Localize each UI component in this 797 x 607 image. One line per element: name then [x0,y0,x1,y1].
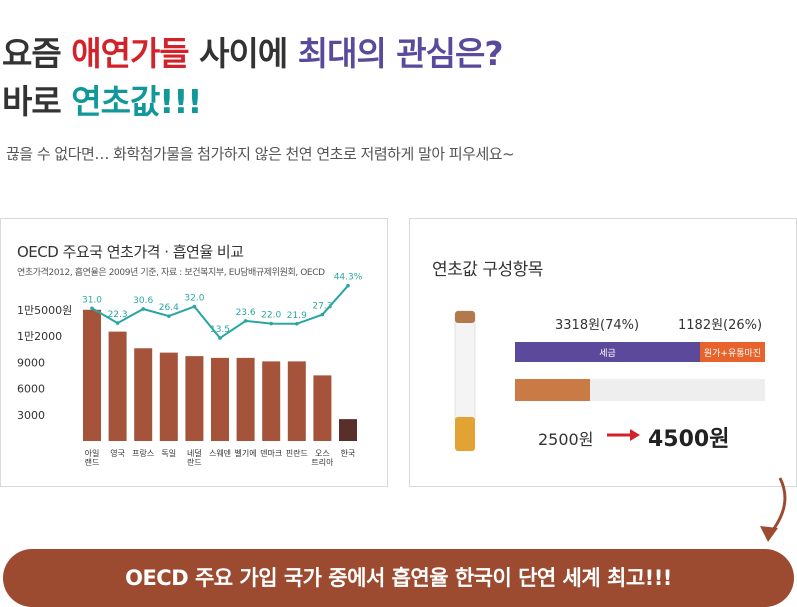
smoking-rate-label: 22.3 [108,310,128,320]
price-bar [262,361,281,441]
x-tick-label: 스웨덴 [209,448,231,458]
smoking-rate-label: 21.9 [287,311,307,321]
smoking-rate-label: 23.6 [236,308,256,318]
smoking-rate-point [218,336,222,340]
x-tick-label: 란드 [187,457,202,467]
cigarette-icon [454,310,476,424]
y-tick-label: 1만5000원 [17,304,72,317]
margin-bar [700,342,765,362]
x-tick-label: 트리아 [311,457,334,467]
smoking-rate-point [141,307,145,311]
smoking-rate-label: 32.0 [184,294,204,304]
margin-bar-label: 원가+유통마진 [704,348,761,359]
x-tick-label: 핀란드 [286,448,308,458]
cigarette-filter [455,417,475,451]
price-composition-panel: 연초값 구성항목 3318원(74%) 1182원(26%) 세금 원가+유통마진 25… [409,218,797,487]
price-bar [108,331,127,441]
smoking-rate-point [346,283,350,288]
x-tick-label: 프랑스 [132,448,154,458]
highlight-smokers: 애연가들 [71,34,189,73]
price-bar [313,375,332,441]
new-price: 4500원 [648,427,729,452]
tax-bar [515,342,700,362]
x-tick-label: 아일 [85,448,100,458]
highlight-tobacco-price: 연초값!!! [71,82,202,121]
x-tick-label: 영국 [110,448,125,458]
smoking-rate-point [243,319,248,323]
price-bar [185,356,204,441]
y-tick-label: 3000 [17,409,45,422]
headline-line-2: 바로 연초값!!! [2,82,202,121]
x-tick-label: 벨기에 [235,448,257,458]
highlight-interest: 최대의 관심은? [297,34,504,73]
banner-text: OECD 주요 가입 국가 중에서 흡연율 한국이 단연 세계 최고!!! [125,566,672,590]
cigarette-tip [455,311,475,323]
smoking-rate-point [115,321,120,325]
smoking-rate-point [192,304,197,309]
x-tick-label: 한국 [341,449,356,458]
bottom-banner: OECD 주요 가입 국가 중에서 흡연율 한국이 단연 세계 최고!!! [3,549,794,607]
price-bar [83,309,101,441]
smoking-rate-label: 27.3 [312,302,332,312]
price-bar [134,348,153,441]
smoking-rate-label: 22.0 [261,311,281,321]
curved-arrow-icon [760,477,787,542]
smoking-rate-point [320,312,325,317]
x-tick-label: 덴마크 [260,449,282,458]
headline: 요즘 애연가들 사이에 최대의 관심은? 바로 연초값!!! [2,30,504,126]
price-composition-graphic: 3318원(74%) 1182원(26%) 세금 원가+유통마진 2500원 4500원 [454,310,765,452]
composition-title: 연초값 구성항목 [432,260,543,280]
smoking-rate-point [167,314,171,318]
chart-title: OECD 주요국 연초가격 · 흡연율 비교 [17,243,244,261]
price-bar [236,357,255,441]
y-tick-label: 9000 [17,356,45,369]
smoking-rate-point [295,321,299,326]
smoking-rate-label: 31.0 [82,295,102,305]
x-tick-label: 랜드 [85,457,100,467]
smoking-rate-label: 30.6 [133,296,153,306]
smoking-rate-label: 44.3% [334,273,363,283]
price-bar [287,361,306,441]
margin-amount: 1182원(26%) [678,318,762,333]
price-bar [159,352,178,441]
price-bar [339,419,357,441]
old-price: 2500원 [538,430,593,449]
y-tick-label: 6000 [17,383,45,396]
y-tick-label: 1만2000 [17,330,62,343]
smoking-rate-point [269,321,274,326]
x-tick-label: 네덜 [187,448,202,458]
headline-line-1: 요즘 애연가들 사이에 최대의 관심은? [2,34,504,73]
smoking-rate-point [90,306,94,311]
smoking-rate-label: 26.4 [159,303,179,313]
smoking-rate-label: 13.5 [210,325,230,335]
old-price-fill [515,379,590,401]
subheadline: 끊을 수 없다면… 화학첨가물을 첨가하지 않은 천연 연초로 저렴하게 말아 … [6,145,515,163]
price-bar [211,357,229,441]
oecd-chart-panel: OECD 주요국 연초가격 · 흡연율 비교 연초가격2012, 흡연율은 20… [0,218,388,487]
tax-bar-label: 세금 [599,348,616,359]
chart-source-note: 연초가격2012, 흡연율은 2009년 기준, 자료 : 보건복지부, EU담… [17,268,325,278]
tax-amount: 3318원(74%) [555,318,639,333]
arrow-head-icon [630,429,640,441]
x-tick-label: 오스 [315,449,330,458]
x-tick-label: 독일 [161,449,176,458]
